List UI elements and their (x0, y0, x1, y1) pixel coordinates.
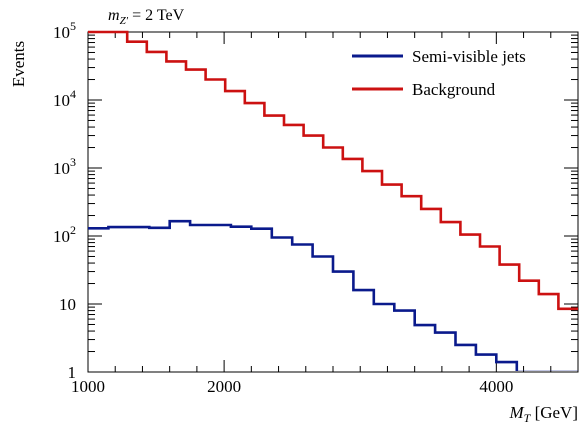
series-line-semi-visible-jets (88, 219, 578, 371)
y-tick-label: 1 (68, 363, 77, 382)
plot-frame (87, 31, 579, 373)
series-line-background (88, 30, 578, 311)
legend-label-semi-visible-jets: Semi-visible jets (412, 47, 526, 66)
x-tick-label: 1000 (71, 377, 105, 396)
y-tick-label: 102 (53, 223, 76, 246)
x-tick-label: 4000 (479, 377, 513, 396)
y-axis-label: Events (9, 41, 28, 87)
y-tick-label: 10 (59, 295, 76, 314)
y-tick-label: 105 (53, 19, 76, 42)
y-tick-label: 104 (53, 87, 76, 110)
legend: Semi-visible jets Background (352, 47, 526, 99)
legend-label-background: Background (412, 80, 496, 99)
x-axis-label: MT [GeV] (508, 403, 578, 425)
chart-annotation: mZ′ = 2 TeV (108, 7, 185, 27)
y-tick-label: 103 (53, 155, 76, 178)
x-tick-label: 2000 (207, 377, 241, 396)
